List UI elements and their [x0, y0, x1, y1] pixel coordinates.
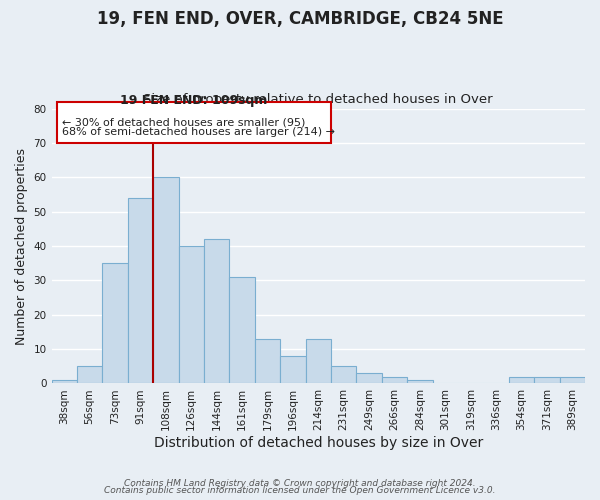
Bar — [103, 263, 128, 384]
Bar — [229, 277, 255, 384]
Y-axis label: Number of detached properties: Number of detached properties — [15, 148, 28, 344]
Bar — [128, 198, 153, 384]
X-axis label: Distribution of detached houses by size in Over: Distribution of detached houses by size … — [154, 436, 483, 450]
Bar — [204, 239, 229, 384]
Bar — [280, 356, 305, 384]
Bar — [534, 376, 560, 384]
Text: Contains public sector information licensed under the Open Government Licence v3: Contains public sector information licen… — [104, 486, 496, 495]
Bar — [153, 178, 179, 384]
Bar — [305, 339, 331, 384]
Bar — [77, 366, 103, 384]
Bar — [52, 380, 77, 384]
Bar — [179, 246, 204, 384]
Text: 19 FEN END: 109sqm: 19 FEN END: 109sqm — [120, 94, 268, 107]
Bar — [255, 339, 280, 384]
Bar — [382, 376, 407, 384]
Bar — [509, 376, 534, 384]
Text: 19, FEN END, OVER, CAMBRIDGE, CB24 5NE: 19, FEN END, OVER, CAMBRIDGE, CB24 5NE — [97, 10, 503, 28]
Bar — [407, 380, 433, 384]
FancyBboxPatch shape — [56, 102, 331, 143]
Bar — [356, 373, 382, 384]
Title: Size of property relative to detached houses in Over: Size of property relative to detached ho… — [143, 93, 493, 106]
Text: Contains HM Land Registry data © Crown copyright and database right 2024.: Contains HM Land Registry data © Crown c… — [124, 478, 476, 488]
Bar — [331, 366, 356, 384]
Text: 68% of semi-detached houses are larger (214) →: 68% of semi-detached houses are larger (… — [62, 128, 335, 138]
Bar — [560, 376, 585, 384]
Text: ← 30% of detached houses are smaller (95): ← 30% of detached houses are smaller (95… — [62, 117, 305, 127]
